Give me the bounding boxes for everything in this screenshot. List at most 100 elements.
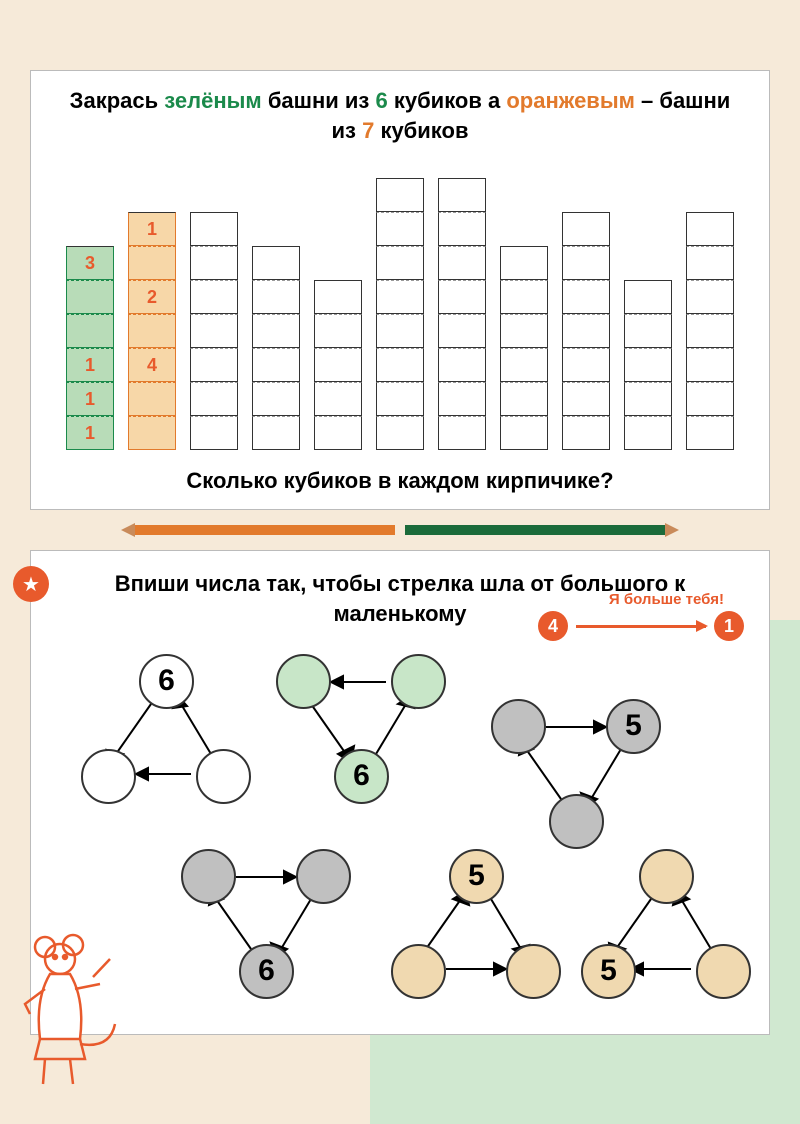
cube (376, 246, 424, 280)
triangle-2: 6 (276, 654, 446, 809)
cube (128, 246, 176, 280)
orange-pencil (135, 525, 395, 535)
star-icon: ★ (13, 566, 49, 602)
tower (624, 280, 672, 450)
t5-right[interactable] (506, 944, 561, 999)
cube (376, 280, 424, 314)
t3-right[interactable]: 5 (606, 699, 661, 754)
t2-right[interactable] (391, 654, 446, 709)
cube (376, 382, 424, 416)
cube (562, 382, 610, 416)
cube (624, 382, 672, 416)
cube (562, 348, 610, 382)
cube (376, 314, 424, 348)
cube (438, 246, 486, 280)
cube (314, 280, 362, 314)
cube (66, 280, 114, 314)
cube (500, 246, 548, 280)
cube: 1 (66, 416, 114, 450)
legend: 4 1 (538, 611, 744, 641)
cube: 3 (66, 246, 114, 280)
cube (438, 382, 486, 416)
cube (314, 382, 362, 416)
t1-right[interactable] (196, 749, 251, 804)
cube (438, 280, 486, 314)
cube (128, 382, 176, 416)
cube (686, 280, 734, 314)
cube (252, 246, 300, 280)
cube (314, 314, 362, 348)
triangle-6: 5 (581, 849, 751, 1004)
tower: 4 2 1 (128, 212, 176, 450)
cube (500, 348, 548, 382)
towers-row: 1113421 (61, 160, 739, 450)
tower (686, 212, 734, 450)
cube (190, 280, 238, 314)
tower (314, 280, 362, 450)
tower (376, 178, 424, 450)
tower (438, 178, 486, 450)
cube (376, 178, 424, 212)
cube (252, 348, 300, 382)
cube (624, 314, 672, 348)
cube (438, 178, 486, 212)
cube (500, 382, 548, 416)
cube (438, 348, 486, 382)
cube (562, 246, 610, 280)
cube (500, 416, 548, 450)
cube (376, 212, 424, 246)
cube (624, 416, 672, 450)
cube (190, 348, 238, 382)
cube (438, 416, 486, 450)
task2-panel: ★ Впиши числа так, чтобы стрелка шла от … (30, 550, 770, 1034)
cube: 1 (66, 348, 114, 382)
triangle-1: 6 (81, 654, 251, 809)
cube (686, 212, 734, 246)
cube (686, 382, 734, 416)
cube (314, 416, 362, 450)
t4-left[interactable] (181, 849, 236, 904)
cube (686, 314, 734, 348)
tower (562, 212, 610, 450)
t2-left[interactable] (276, 654, 331, 709)
t6-right[interactable] (696, 944, 751, 999)
t2-bottom[interactable]: 6 (334, 749, 389, 804)
cube (190, 416, 238, 450)
triangle-3: 5 (491, 699, 661, 854)
task1-panel: Закрась зелёным башни из 6 кубиков а ора… (30, 70, 770, 510)
cube (686, 246, 734, 280)
cube (562, 314, 610, 348)
t1-left[interactable] (81, 749, 136, 804)
cube (562, 416, 610, 450)
legend-to: 1 (714, 611, 744, 641)
tower (500, 246, 548, 450)
cube (252, 382, 300, 416)
pencils-divider (0, 525, 800, 535)
t4-right[interactable] (296, 849, 351, 904)
cube (438, 212, 486, 246)
t4-bottom[interactable]: 6 (239, 944, 294, 999)
cube (500, 314, 548, 348)
cube: 1 (128, 212, 176, 246)
t5-top[interactable]: 5 (449, 849, 504, 904)
tower (190, 212, 238, 450)
cube (252, 314, 300, 348)
cube: 2 (128, 280, 176, 314)
legend-from: 4 (538, 611, 568, 641)
cube: 4 (128, 348, 176, 382)
cube (562, 212, 610, 246)
t6-top[interactable] (639, 849, 694, 904)
cube (190, 212, 238, 246)
t3-bottom[interactable] (549, 794, 604, 849)
t1-top[interactable]: 6 (139, 654, 194, 709)
t5-left[interactable] (391, 944, 446, 999)
t3-left[interactable] (491, 699, 546, 754)
t6-left[interactable]: 5 (581, 944, 636, 999)
cube (190, 382, 238, 416)
legend-arrow (576, 625, 706, 628)
task1-title: Закрась зелёным башни из 6 кубиков а ора… (61, 86, 739, 145)
cube (66, 314, 114, 348)
tower: 1113 (66, 246, 114, 450)
tower (252, 246, 300, 450)
triangle-5: 5 (391, 849, 561, 1004)
